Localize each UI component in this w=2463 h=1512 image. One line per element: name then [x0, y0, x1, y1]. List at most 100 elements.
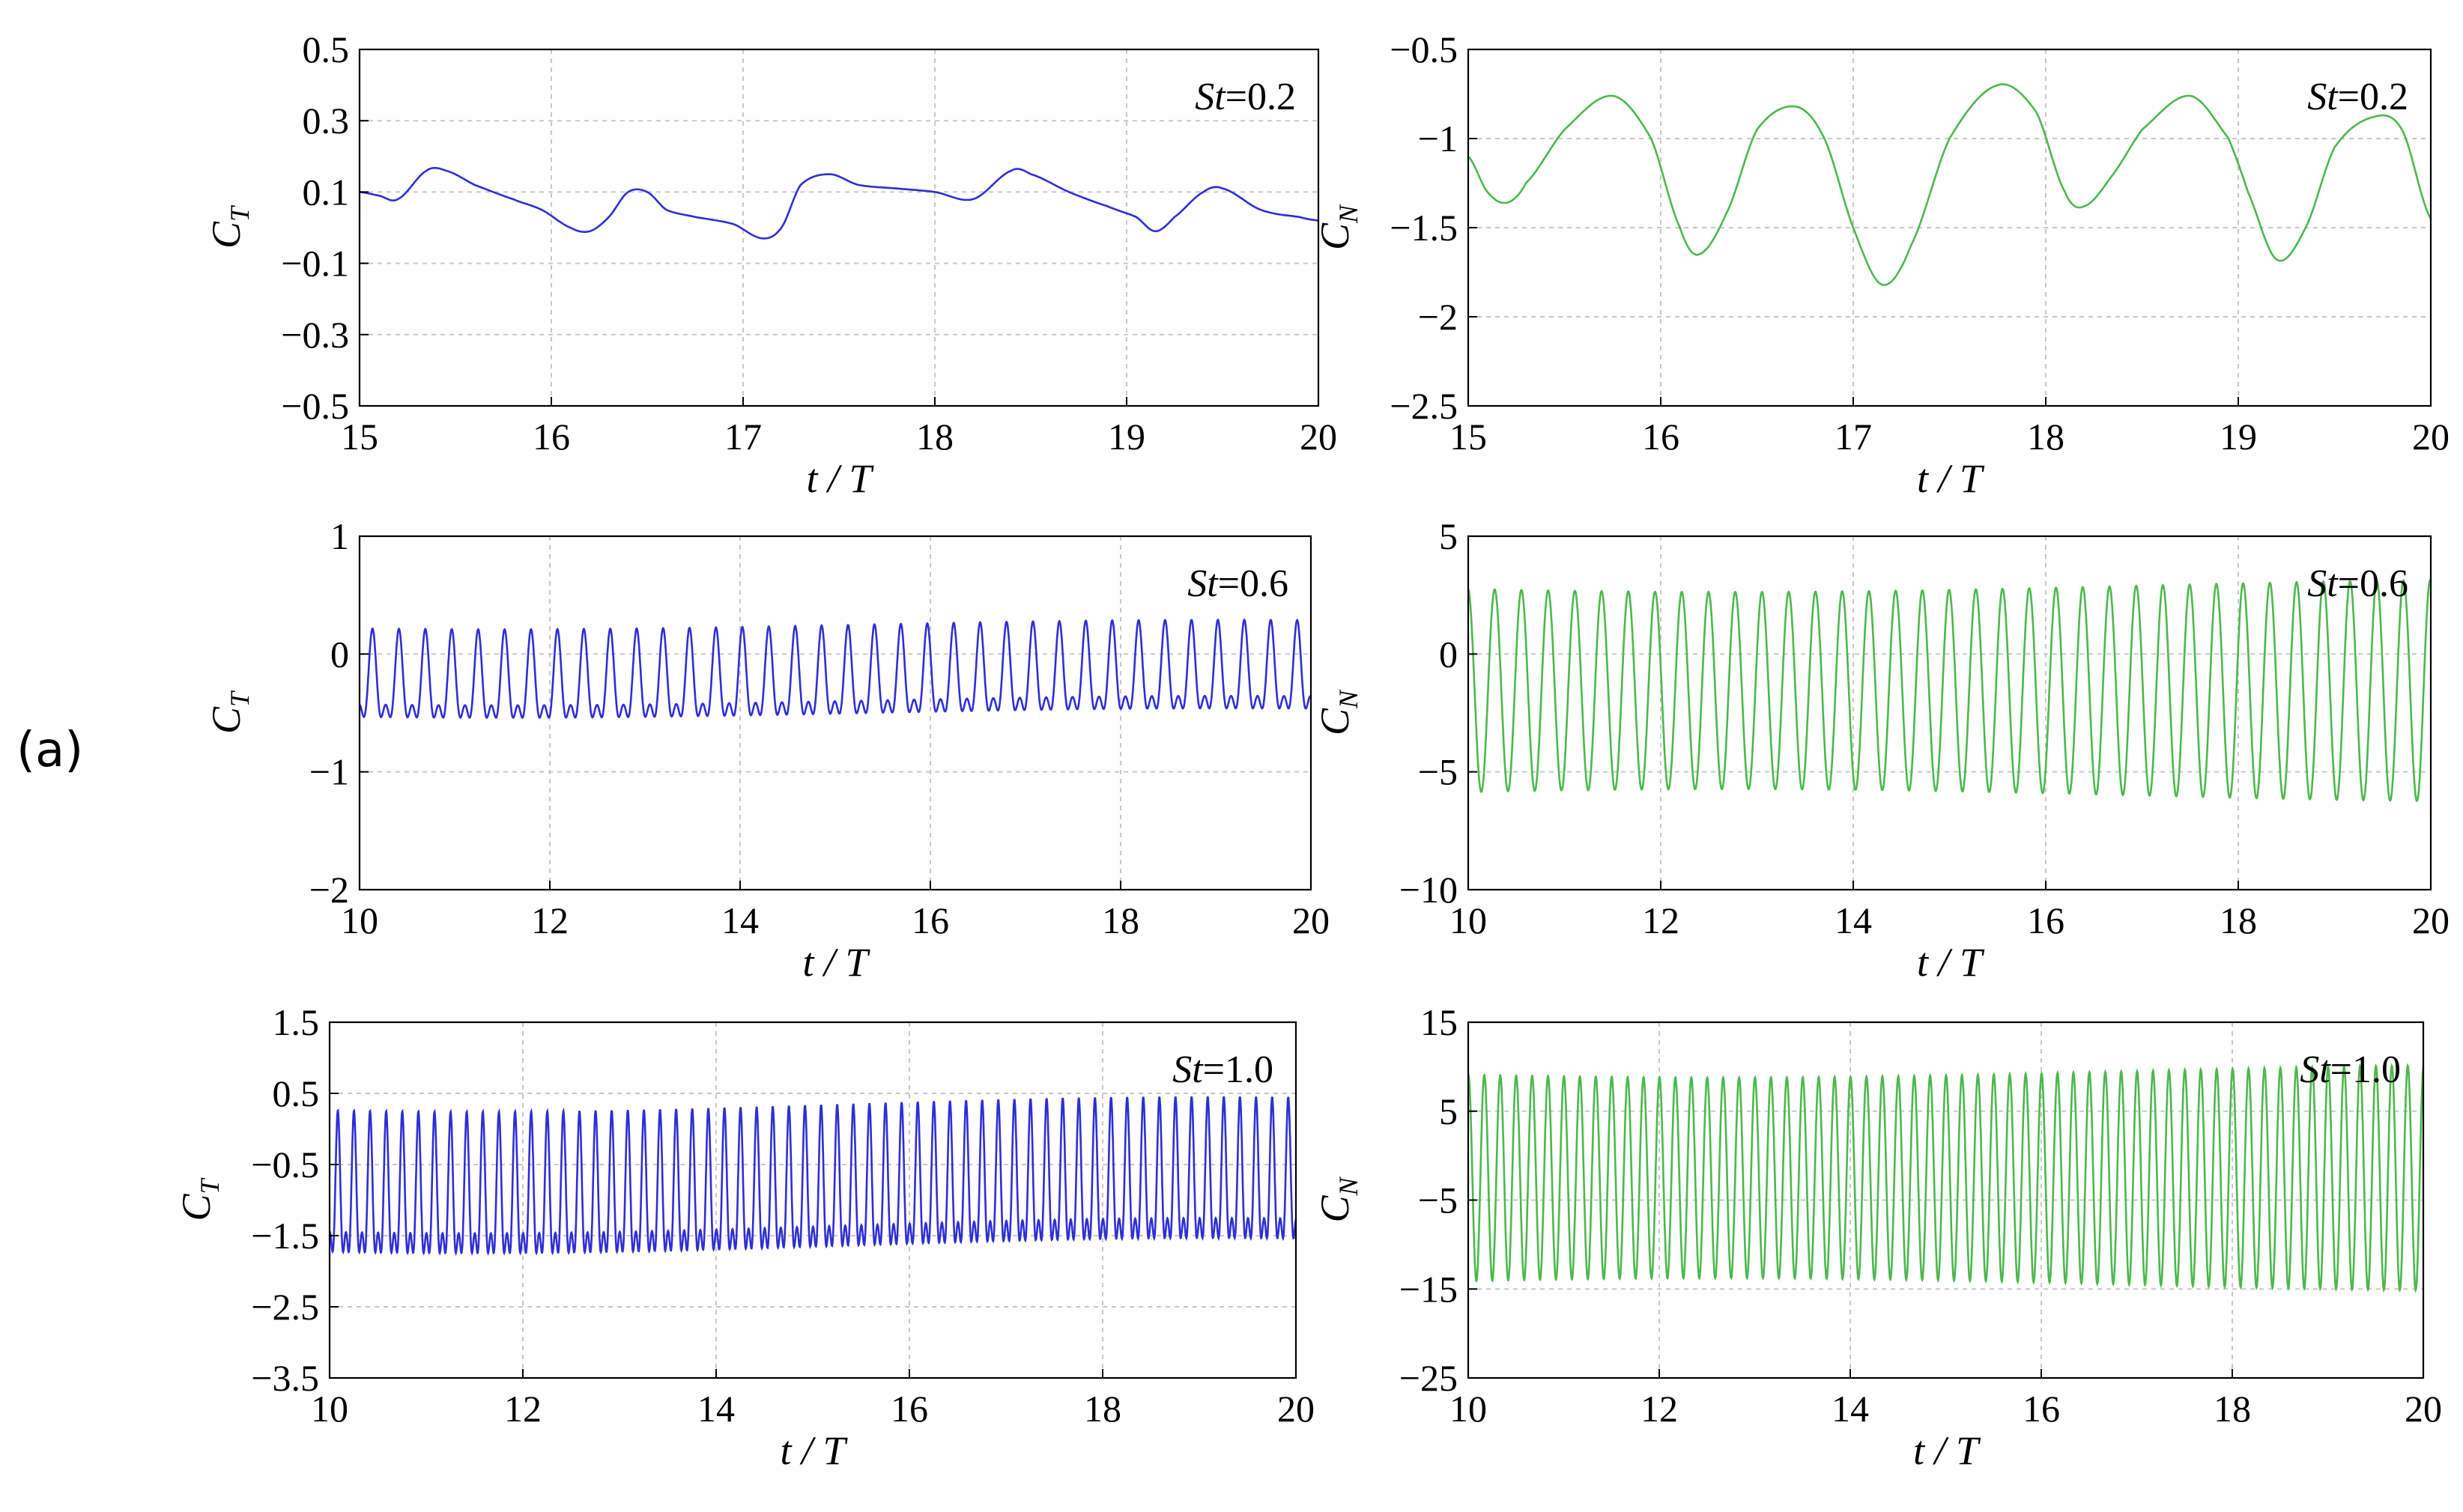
chart-cn_st02: 15 16 17 18 19 20 −0.5 −1 −1.5 −2 −2.5 t / T CN St=0.… — [1312, 28, 2450, 501]
x-tick-label: 20 — [1292, 899, 1330, 941]
x-tick-label: 12 — [1642, 899, 1679, 941]
x-tick-label: 19 — [1108, 416, 1145, 458]
chart-ct_st02: 15 16 17 18 19 20 0.5 0.3 0.1 −0.1 −0.3 −0.5 t / T CT… — [204, 28, 1337, 501]
y-tick-label: −1 — [1418, 118, 1458, 160]
st-annotation: St=0.2 — [1195, 76, 1296, 118]
x-tick-label: 10 — [311, 1388, 348, 1430]
series-line-ct_st10 — [329, 1096, 1297, 1256]
x-tick-label: 15 — [341, 416, 378, 458]
x-tick-label: 20 — [1300, 416, 1337, 458]
x-tick-label: 20 — [1277, 1388, 1315, 1430]
st-annotation: St=0.2 — [2307, 76, 2408, 118]
y-tick-label: 1 — [330, 515, 349, 557]
x-tick-label: 16 — [533, 416, 570, 458]
y-axis-label: CN — [1312, 689, 1363, 735]
x-tick-label: 18 — [2214, 1388, 2251, 1430]
x-tick-label: 18 — [916, 416, 954, 458]
x-axis-label: t / T — [780, 1428, 848, 1473]
chart-cn_st06: 10 12 14 16 18 20 5 0 −5 −10 t / T CN St=0.6 — [1312, 515, 2450, 985]
y-tick-label: −5 — [1418, 751, 1458, 793]
chart-ct_st10: 10 12 14 16 18 20 1.5 0.5 −0.5 −1.5 −2.5 −3.5 t / T C… — [174, 1001, 1315, 1473]
panel-label: (a) — [16, 723, 84, 778]
y-tick-label: 5 — [1439, 515, 1458, 557]
x-axis-label: t / T — [1917, 940, 1985, 985]
x-tick-label: 12 — [504, 1388, 542, 1430]
x-tick-label: 14 — [1832, 1388, 1869, 1430]
y-axis-label: CT — [204, 690, 255, 734]
x-tick-label: 12 — [531, 899, 569, 941]
y-tick-label: 5 — [1439, 1090, 1458, 1132]
x-tick-label: 17 — [1835, 416, 1872, 458]
series-line-cn_st06 — [1467, 579, 2432, 802]
y-tick-label: 0.3 — [303, 100, 350, 142]
plot-frame — [358, 48, 1320, 407]
x-tick-label: 20 — [2412, 416, 2450, 458]
series-line-cn_st10 — [1467, 1063, 2425, 1293]
y-tick-label: −0.3 — [281, 314, 349, 356]
y-tick-label: −2 — [309, 869, 349, 911]
x-tick-label: 12 — [1641, 1388, 1678, 1430]
st-annotation: St=0.6 — [2307, 562, 2408, 605]
x-axis-label: t / T — [802, 940, 870, 985]
y-axis-label: CN — [1312, 204, 1363, 250]
x-tick-label: 10 — [1449, 1388, 1487, 1430]
x-tick-label: 10 — [1449, 899, 1487, 941]
y-axis-label: CN — [1312, 1176, 1363, 1222]
st-annotation: St=0.6 — [1187, 562, 1288, 605]
x-tick-label: 16 — [912, 899, 949, 941]
y-axis-label: CT — [174, 1177, 225, 1221]
y-tick-label: −0.5 — [281, 385, 349, 427]
x-tick-label: 20 — [2405, 1388, 2442, 1430]
y-tick-label: 1.5 — [273, 1001, 320, 1043]
y-tick-label: −0.1 — [281, 243, 349, 285]
y-tick-label: 0.1 — [303, 171, 350, 213]
y-tick-label: −0.5 — [251, 1144, 319, 1185]
y-tick-label: −2.5 — [1390, 385, 1458, 427]
y-tick-label: −15 — [1399, 1268, 1458, 1310]
x-tick-label: 16 — [2027, 899, 2064, 941]
y-tick-label: −2 — [1418, 296, 1458, 338]
series-line-cn_st02 — [1467, 83, 2432, 286]
y-tick-label: −25 — [1399, 1357, 1458, 1399]
x-tick-label: 15 — [1449, 416, 1487, 458]
x-axis-label: t / T — [1917, 456, 1985, 501]
series-line-ct_st02 — [359, 166, 1319, 240]
y-tick-label: −1.5 — [1390, 207, 1458, 249]
chart-cn_st10: 10 12 14 16 18 20 15 5 −5 −15 −25 t / T CN St=1.0 — [1312, 1001, 2442, 1473]
st-annotation: St=1.0 — [2300, 1048, 2401, 1091]
y-tick-label: −10 — [1399, 869, 1458, 911]
x-tick-label: 14 — [1835, 899, 1872, 941]
x-tick-label: 20 — [2412, 899, 2450, 941]
x-tick-label: 18 — [1084, 1388, 1121, 1430]
y-tick-label: −1.5 — [251, 1215, 319, 1257]
plot-frame — [358, 535, 1312, 891]
y-axis-label: CT — [204, 204, 255, 249]
y-tick-label: 0.5 — [273, 1072, 320, 1114]
y-tick-label: 15 — [1420, 1001, 1458, 1043]
series-line-ct_st06 — [359, 618, 1312, 719]
x-axis-label: t / T — [806, 456, 874, 501]
y-tick-label: 0 — [1439, 633, 1458, 675]
x-tick-label: 17 — [724, 416, 762, 458]
x-tick-label: 18 — [2027, 416, 2064, 458]
x-tick-label: 16 — [1642, 416, 1679, 458]
y-tick-label: −3.5 — [251, 1357, 319, 1399]
x-tick-label: 16 — [2023, 1388, 2060, 1430]
plot-frame — [1467, 535, 2432, 891]
x-tick-label: 18 — [1102, 899, 1139, 941]
x-tick-label: 14 — [697, 1388, 735, 1430]
x-tick-label: 14 — [721, 899, 759, 941]
y-tick-label: −2.5 — [251, 1286, 319, 1328]
x-tick-label: 18 — [2220, 899, 2257, 941]
y-tick-label: −0.5 — [1390, 28, 1458, 70]
y-tick-label: −5 — [1418, 1179, 1458, 1221]
y-tick-label: 0 — [330, 633, 349, 675]
plot-frame — [328, 1021, 1297, 1379]
y-tick-label: −1 — [309, 751, 349, 793]
st-annotation: St=1.0 — [1172, 1048, 1273, 1091]
y-tick-label: 0.5 — [303, 28, 350, 70]
x-axis-label: t / T — [1913, 1428, 1981, 1473]
x-tick-label: 16 — [891, 1388, 928, 1430]
